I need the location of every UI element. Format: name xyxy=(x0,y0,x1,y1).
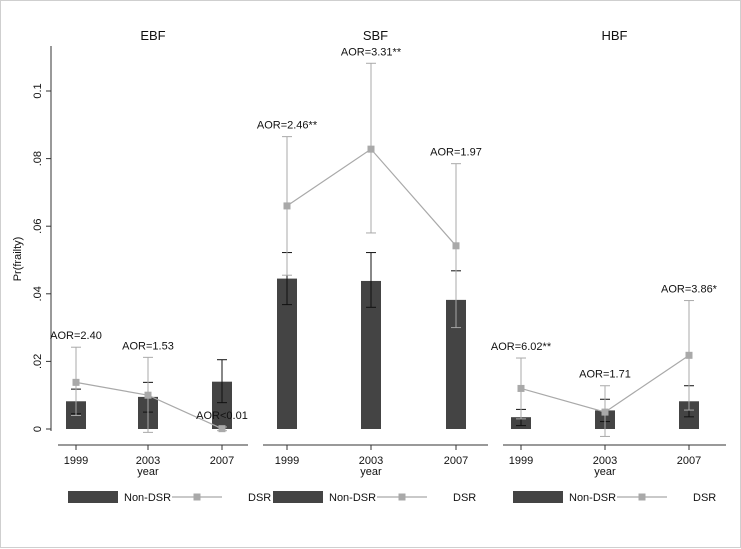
aor-annotation: AOR=2.40 xyxy=(50,330,102,342)
dsr-marker xyxy=(367,145,375,153)
legend-label-non-dsr: Non-DSR xyxy=(329,492,376,504)
dsr-marker xyxy=(452,242,460,250)
x-axis-title: year xyxy=(137,466,159,478)
legend-swatch-non-dsr xyxy=(68,491,118,503)
bar-non-dsr xyxy=(277,278,297,429)
y-tick-label: .04 xyxy=(32,286,44,301)
x-tick-label: 2003 xyxy=(136,455,160,467)
y-tick-label: .02 xyxy=(32,354,44,369)
dsr-marker xyxy=(72,378,80,386)
aor-annotation: AOR=3.31** xyxy=(341,46,402,58)
legend-marker-dsr xyxy=(398,493,406,501)
aor-annotation: AOR<0.01 xyxy=(196,410,248,422)
y-axis-title: Pr(frailty) xyxy=(12,237,24,282)
aor-annotation: AOR=1.53 xyxy=(122,340,174,352)
x-tick-label: 2007 xyxy=(210,455,234,467)
legend-marker-dsr xyxy=(638,493,646,501)
bar-non-dsr xyxy=(361,280,381,429)
dsr-marker xyxy=(685,351,693,359)
legend-swatch-non-dsr xyxy=(513,491,563,503)
aor-annotation: AOR=3.86* xyxy=(661,284,718,296)
x-axis-title: year xyxy=(594,466,616,478)
y-tick-label: .06 xyxy=(32,219,44,234)
x-tick-label: 1999 xyxy=(275,455,299,467)
y-tick-label: 0 xyxy=(32,426,44,432)
aor-annotation: AOR=1.97 xyxy=(430,147,482,159)
legend-label-non-dsr: Non-DSR xyxy=(124,492,171,504)
legend-marker-dsr xyxy=(193,493,201,501)
y-tick-label: 0.1 xyxy=(32,83,44,98)
bar-non-dsr xyxy=(446,299,466,429)
legend-label-dsr: DSR xyxy=(453,492,476,504)
dsr-marker xyxy=(144,391,152,399)
y-tick-label: .08 xyxy=(32,151,44,166)
panel-title: HBF xyxy=(602,28,628,43)
x-tick-label: 2007 xyxy=(677,455,701,467)
x-tick-label: 2003 xyxy=(593,455,617,467)
legend-label-dsr: DSR xyxy=(248,492,271,504)
panel-title: EBF xyxy=(140,28,165,43)
dsr-marker xyxy=(517,384,525,392)
aor-annotation: AOR=6.02** xyxy=(491,341,552,353)
legend-swatch-non-dsr xyxy=(273,491,323,503)
x-tick-label: 1999 xyxy=(64,455,88,467)
panel-title: SBF xyxy=(363,28,388,43)
x-tick-label: 1999 xyxy=(509,455,533,467)
aor-annotation: AOR=2.46** xyxy=(257,120,318,132)
bar-non-dsr xyxy=(212,381,232,429)
dsr-marker xyxy=(218,425,226,433)
dsr-marker xyxy=(601,408,609,416)
legend-label-dsr: DSR xyxy=(693,492,716,504)
aor-annotation: AOR=1.71 xyxy=(579,369,631,381)
x-tick-label: 2007 xyxy=(444,455,468,467)
x-tick-label: 2003 xyxy=(359,455,383,467)
legend-label-non-dsr: Non-DSR xyxy=(569,492,616,504)
x-axis-title: year xyxy=(360,466,382,478)
dsr-marker xyxy=(283,202,291,210)
